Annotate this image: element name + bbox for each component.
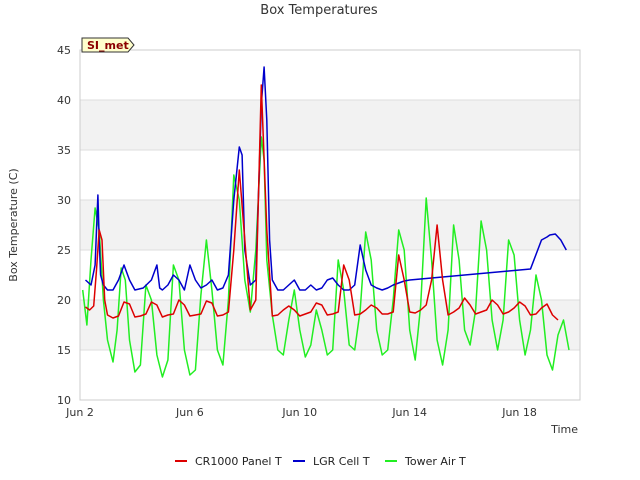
y-axis-label: Box Temperature (C): [7, 168, 20, 281]
y-tick-label: 25: [57, 244, 71, 257]
y-axis-ticks: 10 15 20 25 30 35 40 45: [57, 44, 71, 407]
band-2: [80, 100, 580, 150]
y-tick-label: 40: [57, 94, 71, 107]
series-line-tower-air-t: [81, 136, 570, 378]
chart-title: Box Temperatures: [260, 3, 378, 18]
y-tick-label: 45: [57, 44, 71, 57]
site-badge-label: SI_met: [87, 39, 129, 52]
legend-label: CR1000 Panel T: [195, 455, 282, 468]
x-axis-ticks: Jun 2 Jun 6 Jun 10 Jun 14 Jun 18: [65, 406, 537, 419]
y-tick-label: 10: [57, 394, 71, 407]
series-lines: [81, 66, 570, 378]
x-tick-label: Jun 6: [175, 406, 204, 419]
series-line-lgr-cell-t: [84, 66, 567, 291]
legend-label: Tower Air T: [404, 455, 466, 468]
y-tick-label: 15: [57, 344, 71, 357]
legend: CR1000 Panel T LGR Cell T Tower Air T: [175, 455, 466, 468]
plot-frame: [79, 49, 581, 401]
plot-background: [80, 100, 580, 350]
x-tick-label: Jun 10: [281, 406, 317, 419]
legend-label: LGR Cell T: [313, 455, 370, 468]
y-tick-label: 30: [57, 194, 71, 207]
band-1: [80, 200, 580, 250]
x-axis-label: Time: [550, 423, 578, 436]
x-tick-label: Jun 14: [391, 406, 427, 419]
site-badge-shape: [81, 37, 135, 53]
site-badge: SI_met: [81, 37, 135, 53]
x-tick-label: Jun 18: [501, 406, 537, 419]
x-tick-label: Jun 2: [65, 406, 94, 419]
y-tick-label: 20: [57, 294, 71, 307]
series-line-cr1000-panel-t: [85, 84, 559, 321]
y-tick-label: 35: [57, 144, 71, 157]
